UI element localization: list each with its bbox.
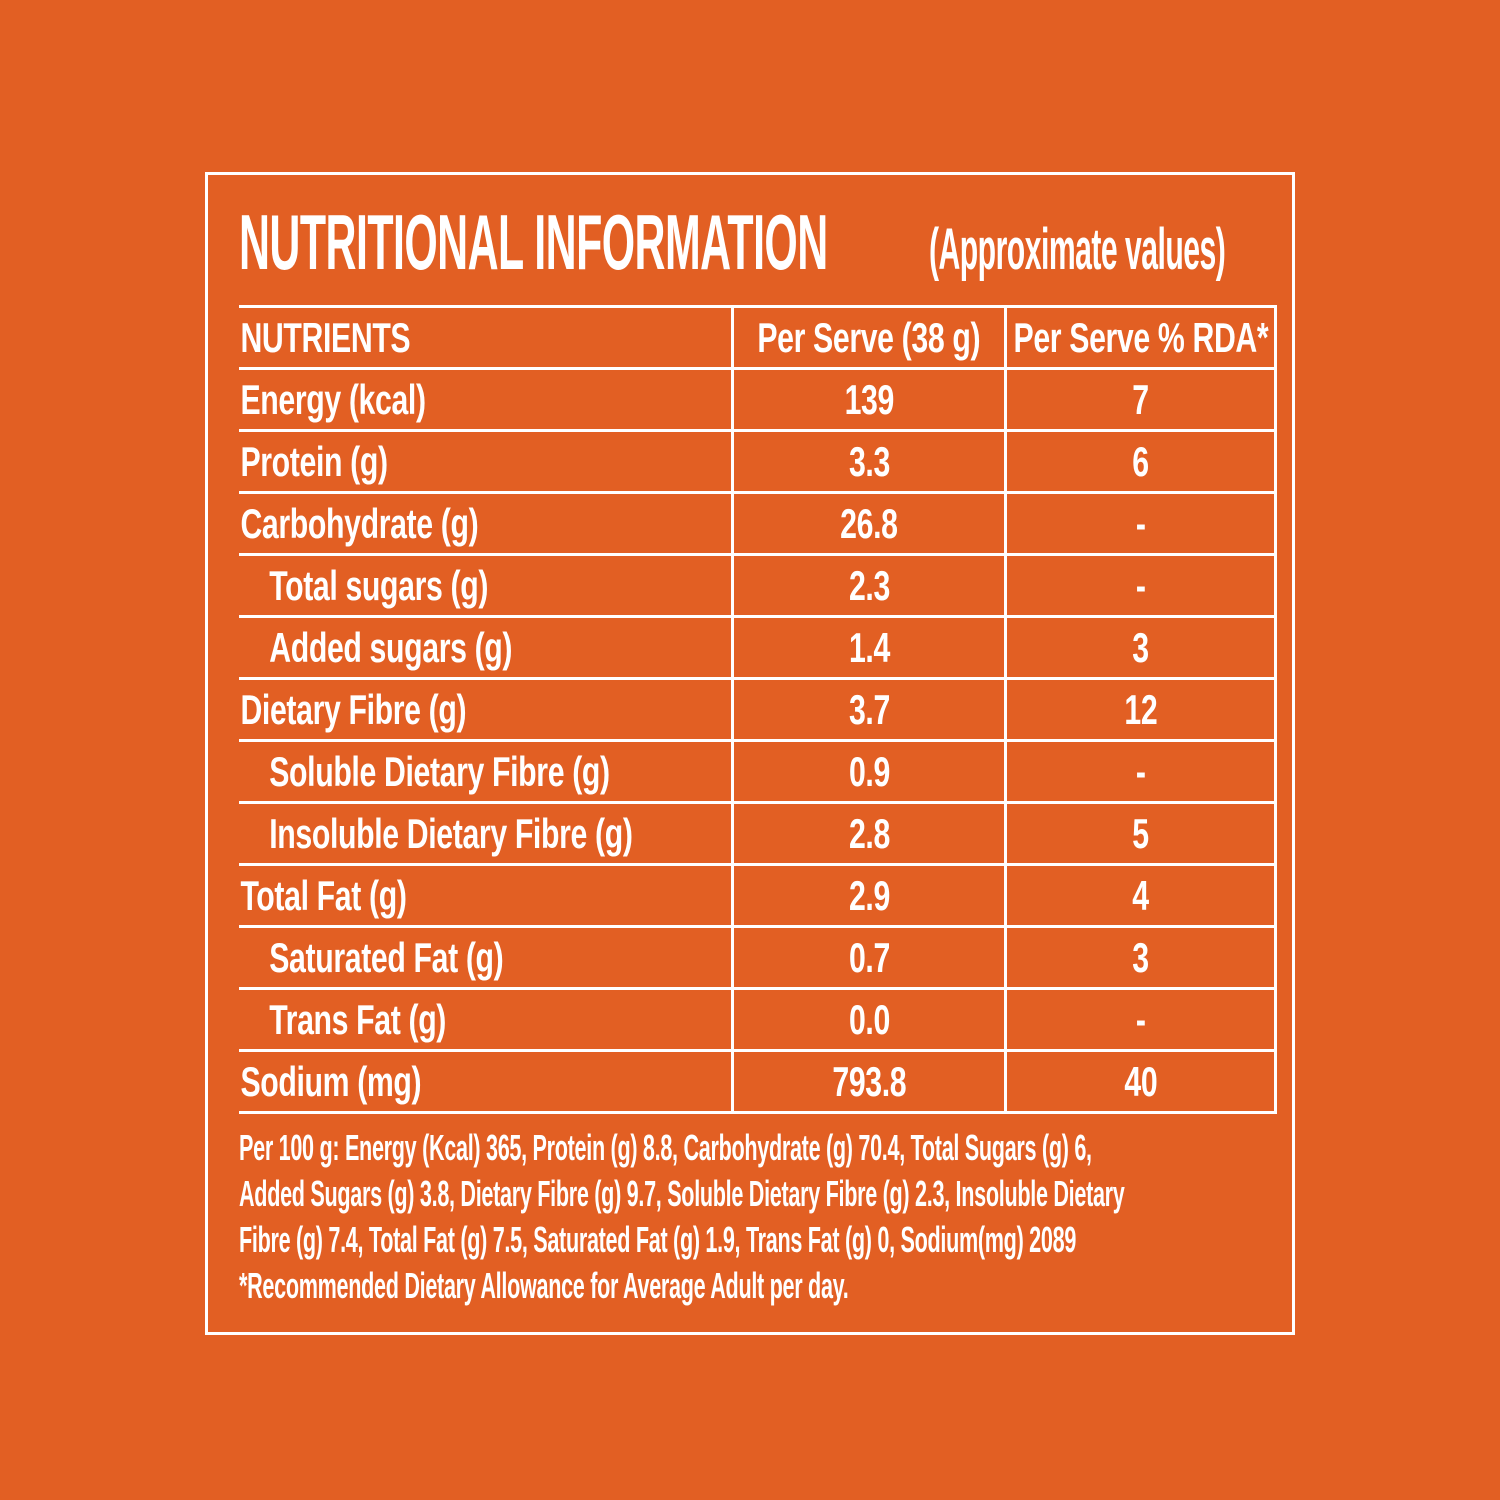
table-row: Total sugars (g) 2.3 - xyxy=(239,556,1274,618)
row-label: Sodium (mg) xyxy=(240,1057,422,1105)
row-per-serve-rda: 7 xyxy=(1004,370,1274,429)
row-per-serve-rda: 6 xyxy=(1004,432,1274,491)
table-row: Dietary Fibre (g) 3.7 12 xyxy=(239,680,1274,742)
table-row: Soluble Dietary Fibre (g) 0.9 - xyxy=(239,742,1274,804)
row-per-serve: 26.8 xyxy=(731,494,1004,553)
title-sub-wrap: (Approximate values) xyxy=(929,216,1265,283)
title-sub: (Approximate values) xyxy=(929,217,1226,282)
row-label: Dietary Fibre (g) xyxy=(240,685,467,733)
table-row: Sodium (mg) 793.8 40 xyxy=(239,1052,1274,1111)
row-label: Total sugars (g) xyxy=(269,561,489,609)
footnote: Per 100 g: Energy (Kcal) 365, Protein (g… xyxy=(239,1127,1274,1311)
table-row: Insoluble Dietary Fibre (g) 2.8 5 xyxy=(239,804,1274,866)
row-per-serve-rda: 12 xyxy=(1004,680,1274,739)
row-per-serve: 2.8 xyxy=(731,804,1004,863)
row-label: Carbohydrate (g) xyxy=(240,499,479,547)
title-main-wrap: NUTRITIONAL INFORMATION xyxy=(239,197,915,288)
row-per-serve: 3.3 xyxy=(731,432,1004,491)
footnote-line: Added Sugars (g) 3.8, Dietary Fibre (g) … xyxy=(239,1173,1125,1214)
row-per-serve: 139 xyxy=(731,370,1004,429)
row-per-serve-rda: 4 xyxy=(1004,866,1274,925)
row-per-serve: 793.8 xyxy=(731,1052,1004,1111)
row-per-serve: 2.3 xyxy=(731,556,1004,615)
label-frame: NUTRITIONAL INFORMATION (Approximate val… xyxy=(205,172,1295,1335)
row-per-serve-rda: - xyxy=(1004,556,1274,615)
row-label: Saturated Fat (g) xyxy=(269,933,504,981)
row-per-serve: 3.7 xyxy=(731,680,1004,739)
row-per-serve-rda: - xyxy=(1004,742,1274,801)
row-label: Trans Fat (g) xyxy=(269,995,447,1043)
row-per-serve-rda: - xyxy=(1004,990,1274,1049)
row-per-serve: 1.4 xyxy=(731,618,1004,677)
row-per-serve: 0.0 xyxy=(731,990,1004,1049)
footnote-line: Per 100 g: Energy (Kcal) 365, Protein (g… xyxy=(239,1127,1092,1168)
row-label: Soluble Dietary Fibre (g) xyxy=(269,747,610,795)
table-row: Saturated Fat (g) 0.7 3 xyxy=(239,928,1274,990)
row-per-serve-rda: 40 xyxy=(1004,1052,1274,1111)
footnote-line: Fibre (g) 7.4, Total Fat (g) 7.5, Satura… xyxy=(239,1219,1077,1260)
table-row: Trans Fat (g) 0.0 - xyxy=(239,990,1274,1052)
row-per-serve-rda: 5 xyxy=(1004,804,1274,863)
header-per-serve-rda: Per Serve % RDA* xyxy=(1004,308,1274,367)
table-row: Added sugars (g) 1.4 3 xyxy=(239,618,1274,680)
row-label: Insoluble Dietary Fibre (g) xyxy=(269,809,633,857)
row-per-serve-rda: 3 xyxy=(1004,618,1274,677)
row-per-serve-rda: - xyxy=(1004,494,1274,553)
row-label: Added sugars (g) xyxy=(269,623,513,671)
rda-note: *Recommended Dietary Allowance for Avera… xyxy=(239,1265,849,1306)
table-header-row: NUTRIENTS Per Serve (38 g) Per Serve % R… xyxy=(239,308,1274,370)
table-row: Total Fat (g) 2.9 4 xyxy=(239,866,1274,928)
row-per-serve: 2.9 xyxy=(731,866,1004,925)
row-per-serve-rda: 3 xyxy=(1004,928,1274,987)
row-per-serve: 0.9 xyxy=(731,742,1004,801)
row-label: Total Fat (g) xyxy=(240,871,407,919)
title-main: NUTRITIONAL INFORMATION xyxy=(239,198,828,286)
header-per-serve: Per Serve (38 g) xyxy=(731,308,1004,367)
table-row: Carbohydrate (g) 26.8 - xyxy=(239,494,1274,556)
row-label: Protein (g) xyxy=(240,437,388,485)
header-nutrients: NUTRIENTS xyxy=(240,313,411,361)
table-row: Energy (kcal) 139 7 xyxy=(239,370,1274,432)
table-row: Protein (g) 3.3 6 xyxy=(239,432,1274,494)
row-label: Energy (kcal) xyxy=(240,375,426,423)
page-title: NUTRITIONAL INFORMATION (Approximate val… xyxy=(239,197,1265,288)
nutrition-table: NUTRIENTS Per Serve (38 g) Per Serve % R… xyxy=(239,305,1277,1114)
row-per-serve: 0.7 xyxy=(731,928,1004,987)
